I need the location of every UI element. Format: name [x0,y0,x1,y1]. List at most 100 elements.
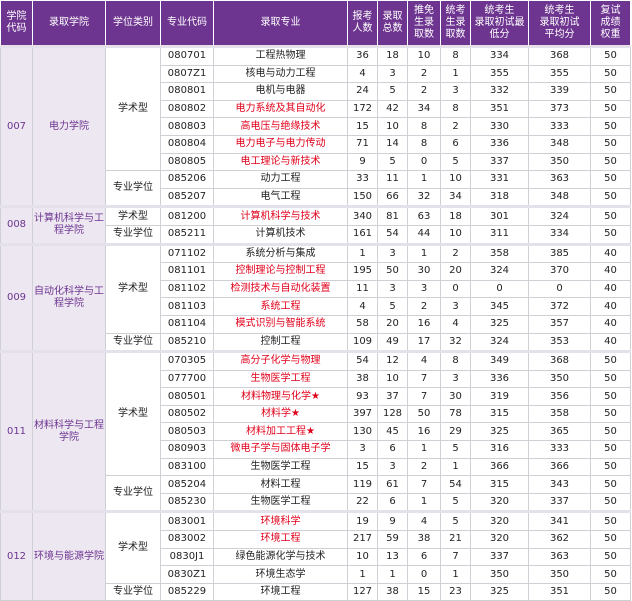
value-cell: 351 [528,582,591,601]
value-cell: 2 [407,82,441,101]
value-cell: 11 [377,170,408,189]
value-cell: 8 [440,99,471,119]
value-cell: 17 [407,332,441,353]
value-cell: 3 [377,279,408,299]
value-cell: 356 [528,387,591,406]
value-cell: 6 [407,547,441,567]
value-cell: 350 [470,565,529,584]
value-cell: 368 [528,45,591,66]
value-cell: 351 [470,99,529,119]
value-cell: 1 [347,242,378,264]
major-code: 080501 [160,387,214,406]
value-cell: 30 [407,262,441,281]
major-name: 系统工程 [213,297,348,316]
college-code: 011 [0,350,33,513]
value-cell: 7 [407,475,441,494]
value-cell: 4 [347,64,378,84]
major-name: 生物医学工程 [213,369,348,389]
value-cell: 1 [407,440,441,459]
value-cell: 10 [377,369,408,389]
value-cell: 37 [377,387,408,406]
value-cell: 50 [590,404,631,424]
value-cell: 50 [590,565,631,584]
header-cell: 统考生 录取初试最 低分 [470,0,529,47]
value-cell: 50 [590,99,631,119]
value-cell: 1 [377,565,408,584]
major-name: 电工理论与新技术 [213,152,348,172]
value-cell: 334 [528,224,591,245]
value-cell: 217 [347,530,378,549]
value-cell: 172 [347,99,378,119]
value-cell: 50 [377,262,408,281]
value-cell: 11 [347,279,378,299]
value-cell: 127 [347,582,378,601]
value-cell: 195 [347,262,378,281]
major-code: 081103 [160,297,214,316]
value-cell: 339 [528,82,591,101]
value-cell: 7 [440,547,471,567]
value-cell: 319 [470,387,529,406]
value-cell: 1 [407,492,441,513]
value-cell: 334 [470,45,529,66]
value-cell: 10 [377,117,408,136]
value-cell: 4 [347,297,378,316]
value-cell: 0 [440,279,471,299]
value-cell: 337 [470,152,529,172]
major-name: 生物医学工程 [213,492,348,513]
value-cell: 325 [470,582,529,601]
major-code: 085210 [160,332,214,353]
table-row: 077700 生物医学工程 38 10 7 3 336 350 50 [1,369,631,389]
value-cell: 318 [470,187,529,208]
degree-type: 专业学位 [105,332,161,353]
major-name: 检测技术与自动化装置 [213,279,348,299]
major-code: 083002 [160,530,214,549]
college-code: 007 [0,44,33,208]
value-cell: 5 [377,82,408,101]
major-code: 080805 [160,152,214,172]
value-cell: 315 [470,404,529,424]
value-cell: 5 [440,440,471,459]
value-cell: 6 [440,134,471,154]
major-name: 环境工程 [213,530,348,549]
value-cell: 50 [590,387,631,406]
value-cell: 8 [407,134,441,154]
value-cell: 15 [347,457,378,477]
major-code: 080803 [160,117,214,136]
table-row: 083100 生物医学工程 15 3 2 1 366 366 50 [1,457,631,477]
value-cell: 324 [528,205,591,226]
degree-type: 专业学位 [105,224,161,245]
college-name: 材料科学与工程学院 [32,350,106,513]
table-row: 080502 材料学★ 397 128 50 78 315 358 50 [1,404,631,424]
major-name: 材料加工工程★ [213,422,348,442]
value-cell: 2 [440,117,471,136]
value-cell: 32 [407,187,441,208]
value-cell: 40 [590,314,631,334]
value-cell: 324 [470,332,529,353]
value-cell: 40 [590,332,631,353]
value-cell: 54 [440,475,471,494]
value-cell: 2 [407,297,441,316]
value-cell: 50 [590,152,631,172]
value-cell: 0 [407,152,441,172]
value-cell: 366 [470,457,529,477]
value-cell: 311 [470,224,529,245]
value-cell: 320 [470,492,529,513]
value-cell: 1 [440,457,471,477]
table-row: 专业学位 085211 计算机技术 161 54 44 10 311 334 50 [1,224,631,245]
value-cell: 40 [590,279,631,299]
value-cell: 54 [377,224,408,245]
major-name: 系统分析与集成 [213,242,348,264]
value-cell: 3 [440,369,471,389]
value-cell: 333 [528,440,591,459]
college-code: 009 [0,242,33,353]
degree-type: 专业学位 [105,582,161,601]
major-code: 085206 [160,170,214,189]
value-cell: 362 [528,530,591,549]
major-code: 085230 [160,492,214,513]
value-cell: 3 [377,457,408,477]
value-cell: 50 [590,422,631,442]
value-cell: 372 [528,297,591,316]
value-cell: 34 [440,187,471,208]
major-code: 080801 [160,82,214,101]
value-cell: 78 [440,404,471,424]
